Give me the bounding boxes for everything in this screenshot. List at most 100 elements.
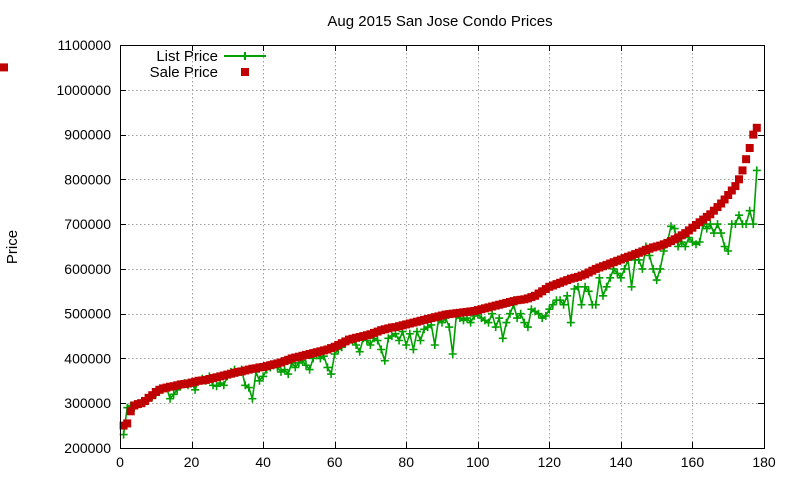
list-price-point — [405, 329, 414, 338]
x-tick-label: 40 — [255, 454, 271, 470]
plot-frame — [120, 45, 765, 449]
list-price-point — [724, 247, 733, 255]
legend-label-sale-price: Sale Price — [150, 64, 218, 81]
x-tick-label: 20 — [184, 454, 200, 470]
list-price-point — [620, 264, 629, 273]
list-price-point — [577, 300, 586, 309]
list-price-point — [513, 314, 522, 323]
list-price-point — [402, 341, 411, 349]
list-price-point — [327, 370, 336, 379]
plot-area — [0, 63, 761, 439]
sale-price-point — [742, 155, 751, 164]
axis-ticks: 200000 300000 400000 500000 600000 700000 8000… — [56, 37, 775, 470]
list-price-point — [445, 323, 454, 332]
list-price-point — [563, 291, 572, 300]
list-price-point — [248, 394, 257, 403]
x-tick-label: 60 — [327, 454, 343, 470]
list-price-point — [255, 376, 264, 385]
list-price-point — [366, 341, 375, 349]
list-price-point — [448, 350, 457, 358]
list-price-point — [706, 220, 715, 229]
list-price-point — [244, 383, 253, 392]
y-tick-label: 900000 — [64, 127, 111, 143]
list-price-point — [323, 363, 332, 372]
x-tick-label: 80 — [398, 454, 414, 470]
y-axis-label: Price — [4, 230, 21, 264]
list-price-point — [606, 273, 615, 282]
list-price-point — [169, 390, 178, 399]
list-price-point — [649, 264, 658, 273]
list-price-point — [702, 224, 711, 233]
list-price-point — [506, 309, 514, 318]
x-tick-label: 180 — [752, 454, 776, 470]
list-price-point — [166, 394, 175, 403]
sale-price-point — [731, 182, 740, 191]
list-price-point — [574, 282, 582, 291]
list-price-point — [591, 300, 600, 309]
x-tick-label: 100 — [466, 454, 490, 470]
x-tick-label: 160 — [681, 454, 705, 470]
list-price-point — [548, 300, 557, 309]
list-price-point — [638, 264, 647, 273]
sale-price-point — [745, 144, 754, 152]
x-tick-label: 0 — [116, 454, 124, 470]
list-price-point — [191, 385, 200, 394]
y-tick-label: 500000 — [64, 306, 111, 322]
list-price-point — [541, 311, 550, 320]
list-price-point — [584, 287, 593, 296]
list-price-point — [502, 318, 511, 327]
sale-price-point — [720, 195, 729, 204]
sale-price-point — [738, 166, 747, 175]
list-price-point — [280, 365, 289, 374]
list-price-point — [731, 220, 740, 229]
list-price-point — [656, 264, 665, 273]
list-price-point — [291, 363, 300, 372]
list-price-point — [495, 314, 504, 323]
legend-label-list-price: List Price — [156, 48, 218, 65]
list-price-point — [484, 318, 493, 327]
list-price-point — [413, 327, 421, 336]
list-price-point — [566, 318, 575, 327]
list-price-point — [491, 323, 500, 332]
y-tick-label: 200000 — [64, 440, 111, 456]
list-price-point — [355, 347, 364, 356]
list-price-point — [595, 273, 604, 282]
list-price-point — [259, 372, 268, 381]
sale-price-point — [123, 419, 132, 428]
list-price-point — [305, 365, 314, 374]
list-price-point — [284, 370, 293, 379]
list-price-point — [695, 238, 704, 246]
y-tick-label: 300000 — [64, 395, 111, 411]
list-price-point — [599, 291, 607, 300]
x-tick-label: 120 — [538, 454, 562, 470]
list-price-point — [516, 309, 525, 318]
y-tick-label: 600000 — [64, 261, 111, 277]
list-price-point — [713, 220, 722, 229]
list-price-point — [380, 356, 389, 365]
sale-price-point — [752, 123, 761, 132]
y-tick-label: 1100000 — [58, 37, 112, 53]
list-price-point — [602, 282, 611, 291]
chart-title: Aug 2015 San Jose Condo Prices — [327, 13, 552, 30]
list-price-point — [430, 341, 439, 349]
list-price-point — [409, 345, 418, 354]
list-price-point — [556, 296, 565, 305]
list-price-point — [709, 229, 718, 238]
list-price-point — [498, 334, 507, 343]
legend: List Price Sale Price — [150, 48, 266, 81]
sale-price-point — [0, 63, 8, 72]
list-price-point — [616, 273, 625, 282]
list-price-point — [613, 269, 622, 278]
x-tick-label: 140 — [609, 454, 633, 470]
list-price-point — [377, 345, 386, 354]
list-price-point — [534, 309, 543, 318]
list-price-point — [466, 318, 475, 327]
list-price-point — [735, 211, 743, 220]
sale-price-point — [724, 191, 733, 199]
list-price-point — [219, 381, 228, 390]
y-tick-label: 1000000 — [56, 82, 111, 98]
list-price-point — [545, 305, 554, 314]
list-price-point — [720, 242, 729, 251]
list-price-point — [745, 206, 754, 215]
list-price-point — [373, 336, 382, 345]
